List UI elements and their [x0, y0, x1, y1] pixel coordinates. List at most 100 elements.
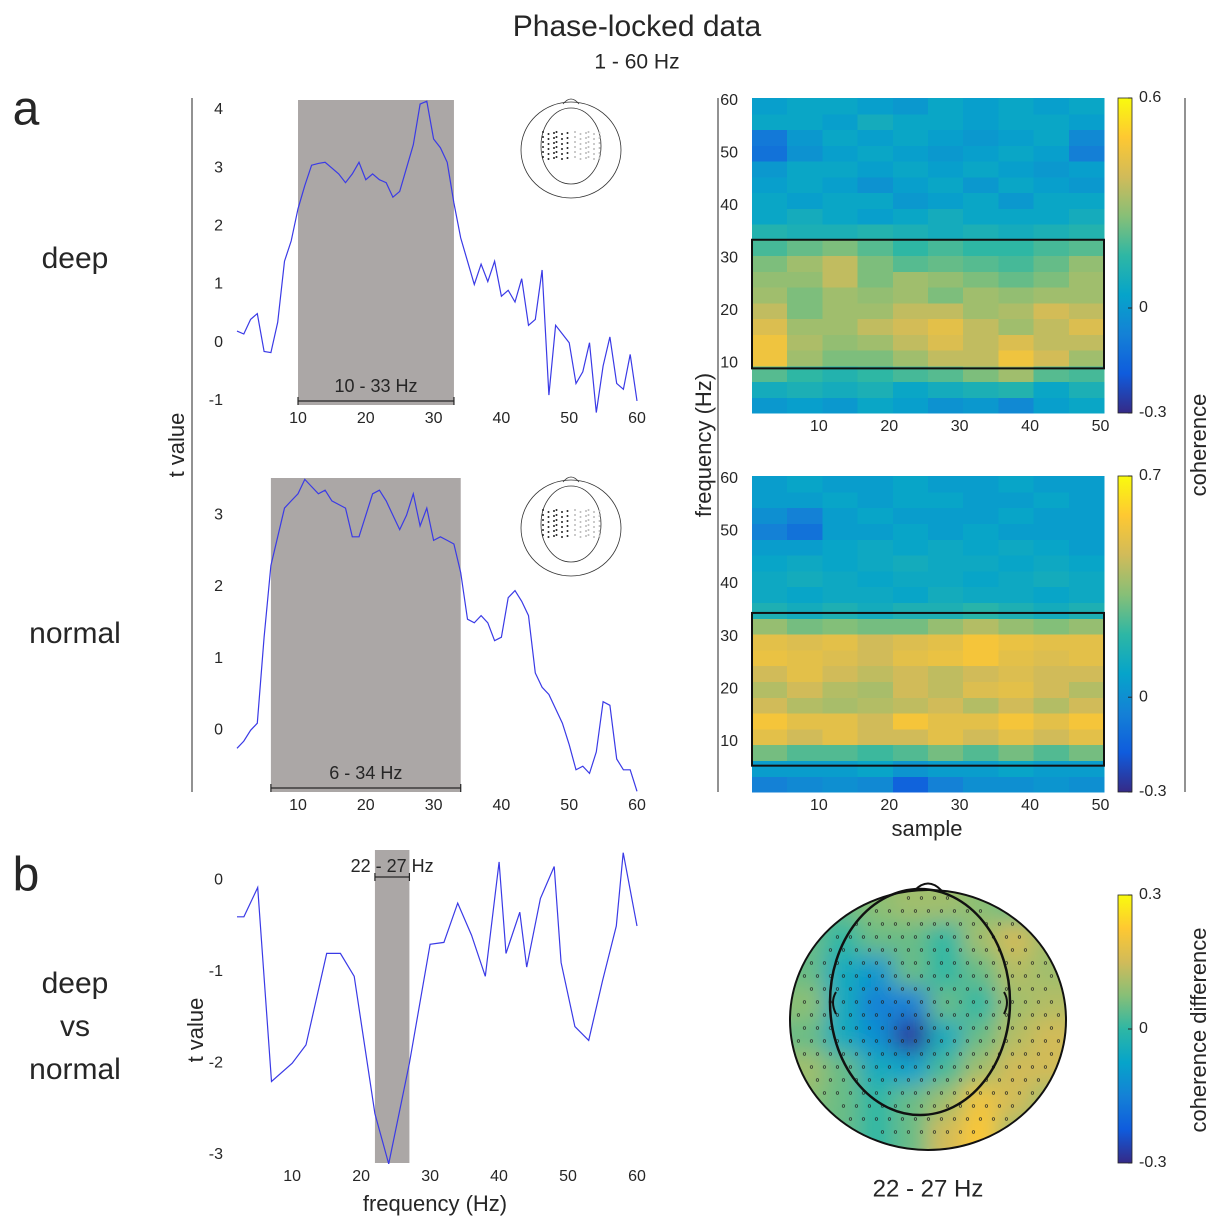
x-tick-label: 10 [283, 1168, 301, 1185]
heatmap-cell [928, 555, 964, 572]
sensor-dot [1004, 1091, 1009, 1095]
sensor-dot [547, 511, 550, 513]
sensor-dot [822, 1065, 827, 1069]
heatmap-cell [892, 397, 929, 414]
heatmap-cell [787, 113, 823, 131]
sensor-dot [566, 510, 569, 512]
sensor-dot [587, 529, 590, 531]
heatmap-cell [998, 634, 1035, 651]
heatmap-cell [1033, 365, 1070, 383]
heatmap-cell [963, 318, 999, 335]
heatmap-cell [1068, 555, 1105, 572]
sensor-dot [926, 935, 931, 939]
sensor-dot [906, 1000, 911, 1004]
topo-cell [997, 987, 1032, 1021]
sensor-dot [1010, 1104, 1015, 1108]
sensor-dot [991, 1039, 996, 1043]
heatmap-cell [892, 271, 929, 288]
x-axis-label: sample [892, 816, 963, 841]
topo-cell [859, 1052, 894, 1086]
y-tick-label: 0 [214, 722, 223, 739]
heatmap-cell [963, 129, 999, 146]
heatmap-cell [1068, 318, 1105, 335]
y-axis-label: t value [183, 998, 208, 1063]
topo-cell [962, 922, 998, 956]
topo-cell [893, 987, 929, 1021]
sensor-dot [958, 1078, 963, 1082]
heatmap-cell [928, 224, 964, 241]
sensor-dot [945, 896, 950, 900]
x-tick-label: 30 [425, 797, 443, 814]
sensor-dot [939, 909, 944, 913]
sensor-dot [952, 1117, 957, 1121]
sensor-dot [874, 935, 879, 939]
sensor-dot [854, 948, 859, 952]
sensor-dot [585, 510, 587, 512]
sensor-dot [932, 922, 937, 926]
sensor-dot [566, 530, 569, 532]
heatmap-cell [1068, 570, 1105, 588]
heatmap-cell [998, 476, 1035, 493]
sensor-dot [1056, 1039, 1061, 1043]
sensor-dot [932, 1052, 937, 1056]
heatmap-cell [857, 287, 894, 304]
heatmap-cell [998, 602, 1035, 619]
heatmap-cell [1068, 476, 1105, 493]
colorbar [1117, 97, 1133, 414]
heatmap-cell [787, 334, 823, 351]
heatmap-cell [998, 586, 1035, 603]
heatmap-cell [822, 539, 859, 556]
sensor-dot [553, 132, 555, 134]
heatmap-cell [892, 161, 929, 178]
sensor-dot [574, 131, 576, 133]
sensor-dot [854, 974, 859, 978]
sensor-dot [1036, 1052, 1041, 1056]
sensor-dot [874, 1013, 879, 1017]
sensor-dot [579, 531, 582, 533]
sensor-dot [579, 536, 582, 538]
heatmap-cell [1068, 224, 1105, 241]
heatmap-cell [998, 334, 1035, 351]
panel-label: b [13, 849, 40, 902]
heatmap-cell [787, 602, 823, 619]
heatmap-cell [963, 476, 999, 493]
x-tick-label: 40 [1021, 418, 1039, 435]
sensor-dot [919, 1078, 924, 1082]
heatmap-cell [928, 618, 964, 635]
topo-cell [893, 1117, 929, 1150]
sensor-dot [547, 143, 550, 145]
head-inner [540, 107, 602, 185]
x-tick-label: 60 [628, 797, 646, 814]
heatmap-cell [857, 555, 894, 572]
y-tick-label: 10 [720, 733, 738, 750]
sensor-dot [593, 158, 595, 160]
x-tick-label: 50 [1092, 797, 1110, 814]
sensor-dot [965, 909, 970, 913]
sensor-dot [542, 519, 544, 521]
heatmap-cell [752, 491, 788, 509]
sensor-dot [815, 1052, 820, 1056]
sensor-dot [997, 922, 1002, 926]
heatmap-cell [752, 665, 788, 682]
heatmap-cell [857, 98, 894, 115]
heatmap-cell [752, 570, 788, 588]
heatmap-cell [963, 161, 999, 178]
sensor-dot [965, 1039, 970, 1043]
heatmap-cell [857, 507, 894, 524]
heatmap-cell [1068, 271, 1105, 288]
heatmap-cell [1068, 98, 1105, 115]
sensor-dot [939, 1039, 944, 1043]
sensor-dot [542, 524, 544, 526]
heatmap-cell [963, 602, 999, 619]
sensor-dot [926, 1039, 931, 1043]
topo-cell [928, 955, 963, 988]
sensor-dot [835, 1091, 840, 1095]
heatmap-cell [787, 776, 823, 793]
heatmap-cell [963, 649, 999, 667]
sensor-dot [555, 534, 558, 536]
topo-title: 22 - 27 Hz [873, 1175, 984, 1202]
colorbar-label: coherence difference [1186, 927, 1211, 1132]
sensor-dot [939, 987, 944, 991]
heatmap-cell [928, 397, 964, 414]
heatmap-cell [892, 665, 929, 682]
